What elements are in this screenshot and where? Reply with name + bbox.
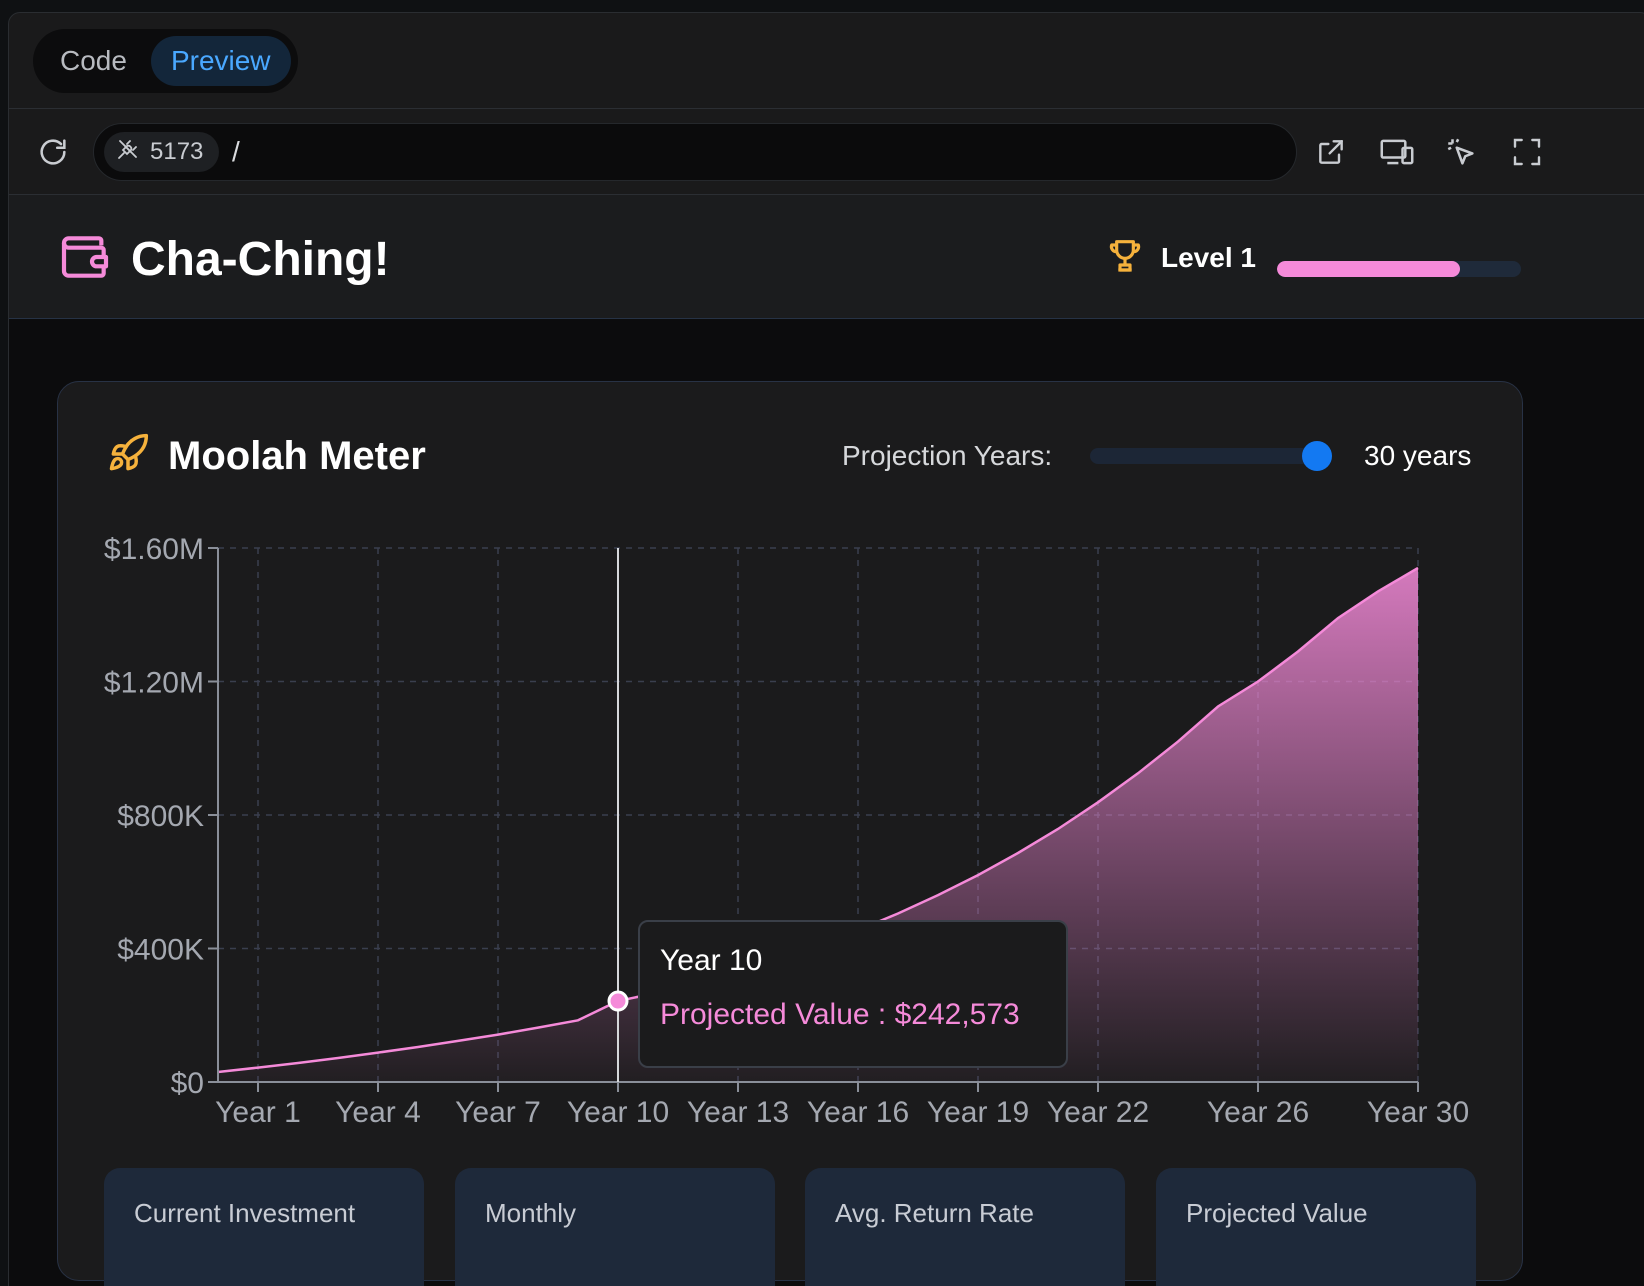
tooltip-year: Year 10 — [660, 944, 763, 977]
app-window: Code Preview 5173 / — [8, 12, 1644, 1286]
stat-avg-return-rate: Avg. Return Rate — [805, 1168, 1125, 1286]
stat-projected-value: Projected Value — [1156, 1168, 1476, 1286]
level-label: Level 1 — [1161, 241, 1256, 273]
refresh-icon[interactable] — [33, 132, 73, 172]
x-tick-label: Year 13 — [687, 1096, 789, 1129]
plug-icon — [116, 137, 140, 168]
stat-label: Monthly — [485, 1198, 577, 1228]
stat-label: Current Investment — [134, 1198, 356, 1228]
view-mode-toggle: Code Preview — [33, 29, 298, 93]
wallet-icon — [57, 229, 113, 290]
tab-preview[interactable]: Preview — [150, 36, 291, 86]
card-header: Moolah Meter — [106, 432, 426, 481]
moolah-meter-card: Moolah Meter Projection Years: 30 years … — [57, 381, 1524, 1286]
responsive-devices-icon[interactable] — [1377, 132, 1417, 172]
browser-toolbar: 5173 / — [9, 109, 1644, 195]
card-title: Moolah Meter — [168, 434, 426, 478]
rocket-icon — [106, 432, 150, 481]
x-tick-label: Year 30 — [1367, 1096, 1469, 1129]
projection-years-slider[interactable] — [1090, 441, 1332, 471]
x-tick-label: Year 10 — [567, 1096, 669, 1129]
level-indicator: Level 1 — [1105, 235, 1256, 280]
y-tick-label: $800K — [117, 800, 204, 833]
x-tick-label: Year 19 — [927, 1096, 1029, 1129]
y-tick-label: $400K — [117, 934, 204, 967]
x-tick-label: Year 4 — [335, 1096, 421, 1129]
slider-knob[interactable] — [1302, 441, 1332, 471]
projection-label: Projection Years: — [842, 440, 1053, 471]
hover-point — [607, 990, 629, 1012]
chart-tooltip: Year 10 Projected Value : $242,573 — [638, 920, 1068, 1068]
y-tick-label: $0 — [171, 1067, 204, 1100]
app-title: Cha-Ching! — [131, 233, 390, 286]
area-fill — [218, 568, 1418, 1082]
app-header: Cha-Ching! Level 1 — [9, 195, 1644, 319]
view-mode-bar: Code Preview — [9, 13, 1644, 109]
element-picker-icon[interactable] — [1441, 132, 1481, 172]
fullscreen-icon[interactable] — [1507, 132, 1547, 172]
y-tick-label: $1.60M — [104, 533, 204, 566]
url-path: / — [232, 136, 240, 167]
level-progress-fill — [1277, 261, 1460, 277]
x-tick-label: Year 1 — [215, 1096, 301, 1129]
stat-label: Projected Value — [1186, 1198, 1368, 1228]
stat-monthly: Monthly — [455, 1168, 775, 1286]
trophy-icon — [1105, 235, 1145, 280]
projection-years-value: 30 years — [1364, 440, 1472, 471]
level-progress-bar — [1277, 261, 1521, 277]
projection-chart[interactable]: $0 $400K $800K $1.20M $1.60M Year 1 Year 4 Year… — [58, 382, 1524, 1172]
open-external-icon[interactable] — [1311, 132, 1351, 172]
brand: Cha-Ching! — [57, 229, 390, 290]
tooltip-value: Projected Value : $242,573 — [660, 998, 1020, 1031]
port-badge: 5173 — [104, 132, 220, 172]
x-tick-label: Year 16 — [807, 1096, 909, 1129]
x-tick-label: Year 22 — [1047, 1096, 1149, 1129]
tab-code[interactable]: Code — [60, 45, 127, 76]
stat-label: Avg. Return Rate — [835, 1198, 1034, 1228]
port-number: 5173 — [150, 138, 204, 165]
y-tick-label: $1.20M — [104, 667, 204, 700]
x-tick-label: Year 7 — [455, 1096, 541, 1129]
x-tick-label: Year 26 — [1207, 1096, 1309, 1129]
address-bar[interactable]: 5173 / — [93, 123, 1297, 181]
stat-current-investment: Current Investment — [104, 1168, 424, 1286]
